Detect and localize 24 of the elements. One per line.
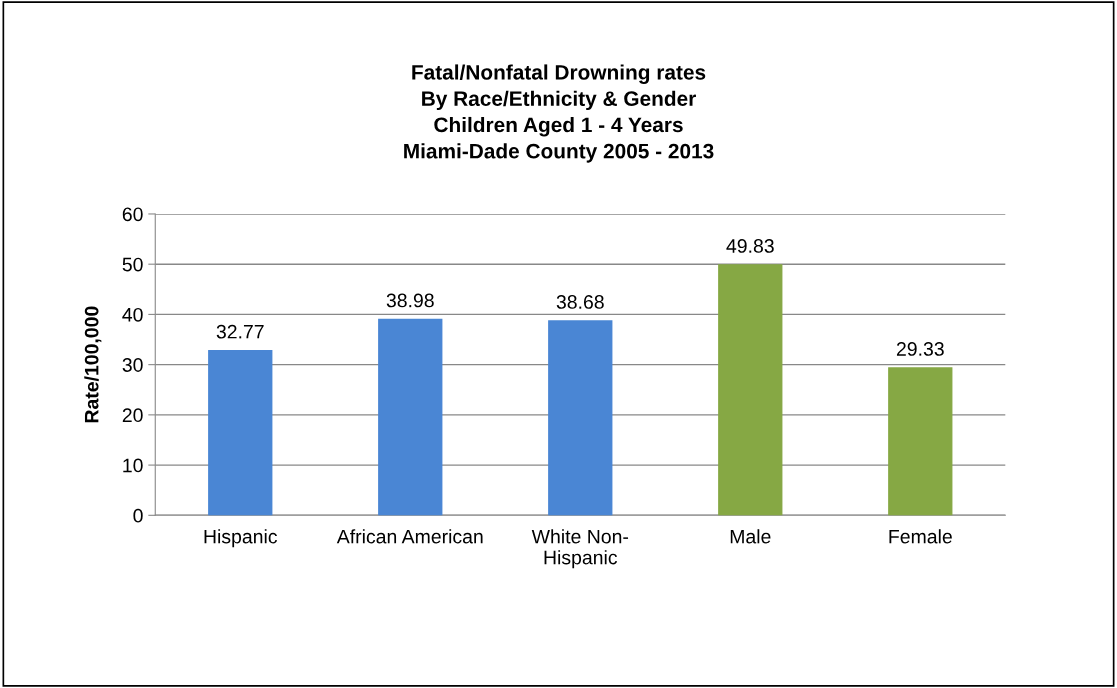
y-tick-label: 10 (123, 458, 143, 473)
x-tick-label: African American (336, 529, 483, 544)
data-label: 38.98 (386, 293, 434, 308)
y-tick-label: 40 (122, 307, 143, 322)
chart-title: Fatal/Nonfatal Drowning rates By Race/Ethnicity & Gender Children Aged 1 - 4 Years Miami-Dade County 2005 - 2013 (404, 64, 714, 163)
bar (718, 264, 783, 516)
y-tick-label: 60 (122, 207, 143, 222)
y-tick-label: 50 (122, 257, 143, 272)
bar (548, 320, 613, 516)
y-tick-label: 0 (133, 508, 143, 523)
data-label: 49.83 (726, 239, 774, 253)
bar (208, 350, 273, 516)
x-tick-label: White Non-Hispanic (531, 529, 629, 569)
x-tick-label: Male (730, 529, 771, 544)
bar (888, 367, 953, 516)
y-tick-label: 20 (122, 408, 143, 423)
x-tick-label: Hispanic (204, 529, 278, 548)
data-label: 29.33 (896, 342, 944, 356)
data-label: 32.77 (216, 324, 264, 339)
data-label: 38.68 (556, 295, 604, 309)
y-axis-title: Rate/100,000 (84, 306, 102, 423)
y-tick-label: 30 (122, 358, 143, 372)
bar (378, 318, 443, 516)
x-tick-label: Female (889, 529, 952, 544)
